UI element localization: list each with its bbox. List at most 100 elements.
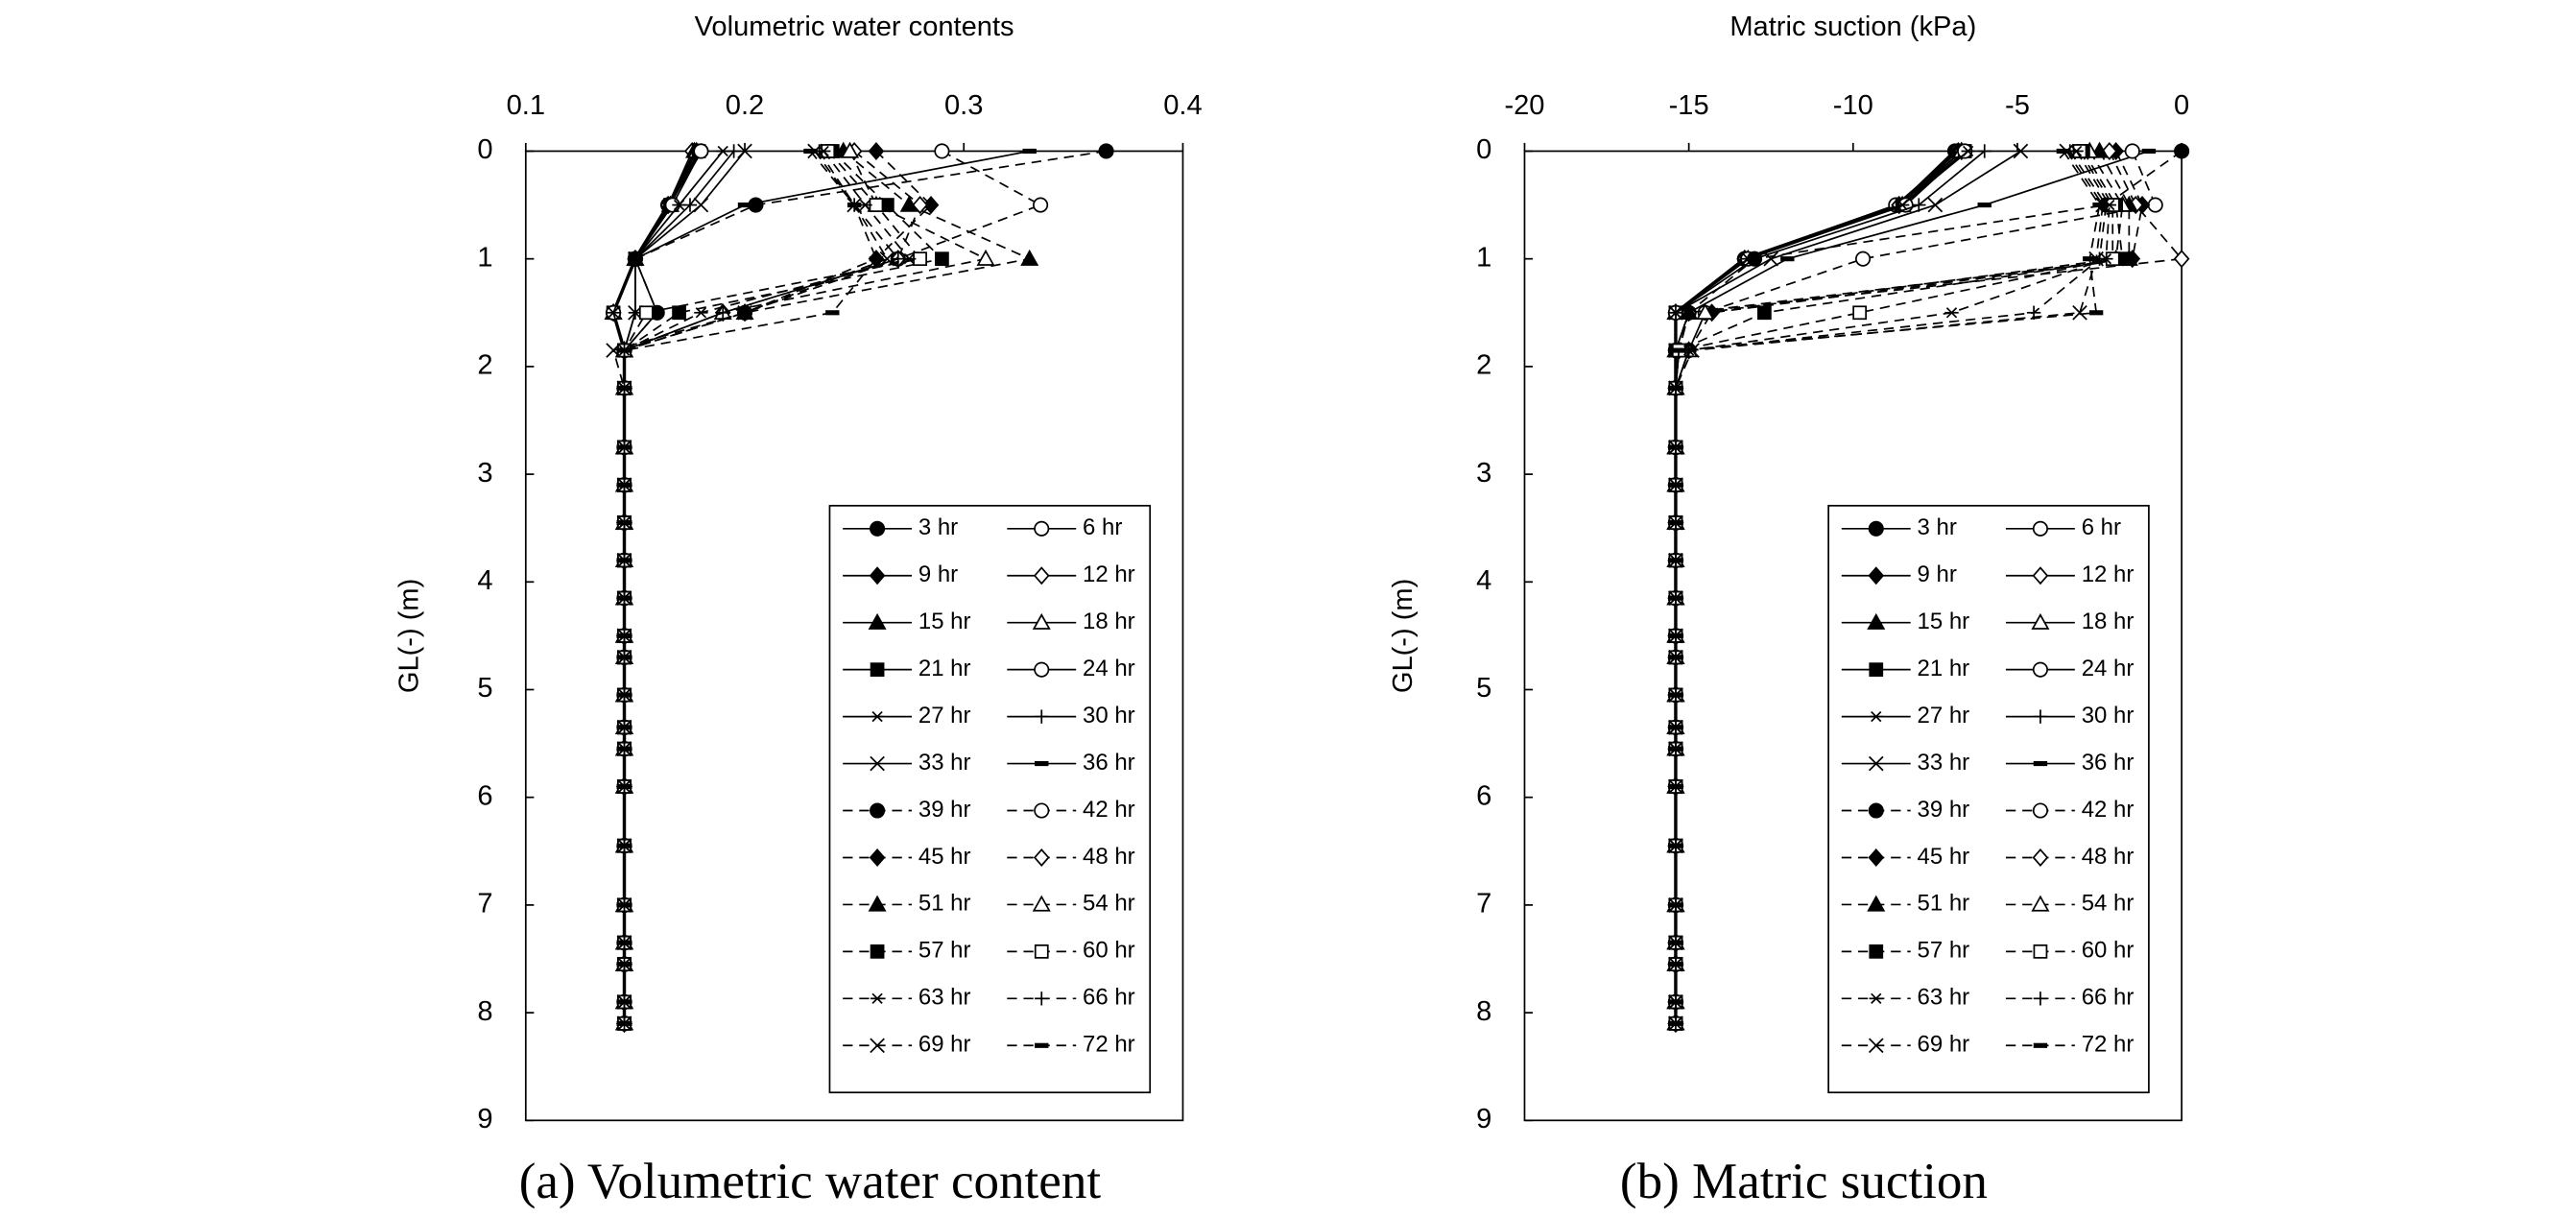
legend: 3 hr 6 hr 9 hr 12 hr 15 hr 18 hr 21 hr 24 hr 27 … (1827, 504, 2150, 1094)
marker (617, 347, 632, 353)
legend-label: 45 hr (918, 844, 971, 870)
marker-shape (1668, 1020, 1683, 1026)
marker (1668, 520, 1683, 526)
legend-label: 18 hr (1083, 609, 1135, 634)
marker (1032, 612, 1051, 630)
marker-shape (1668, 385, 1683, 391)
marker (1668, 692, 1683, 698)
marker (693, 143, 709, 159)
marker-shape (617, 940, 632, 945)
marker-shape (1696, 302, 1715, 320)
marker-shape (2031, 895, 2050, 912)
marker (606, 343, 621, 358)
legend-label: 18 hr (2082, 609, 2135, 634)
marker (870, 944, 885, 959)
marker-shape (1034, 661, 1050, 678)
legend-label: 60 hr (1083, 938, 1135, 964)
y-tick-label: 5 (1476, 673, 1491, 704)
marker-shape (2032, 661, 2048, 678)
marker (2032, 520, 2048, 537)
marker (1868, 1038, 1884, 1054)
marker (617, 746, 632, 752)
marker-shape (1680, 302, 1699, 320)
legend-label: 15 hr (1918, 609, 1970, 634)
marker-shape (870, 1038, 885, 1054)
marker-shape (1035, 1042, 1049, 1048)
marker-shape (1035, 760, 1049, 767)
marker (617, 783, 632, 790)
marker (1852, 305, 1868, 321)
marker-shape (2032, 520, 2048, 537)
marker-shape (2083, 256, 2097, 262)
marker (2141, 148, 2157, 155)
marker-shape (1855, 251, 1872, 267)
marker (1668, 482, 1683, 488)
marker (1020, 249, 1039, 266)
marker-shape (617, 725, 632, 730)
y-tick-label: 5 (477, 673, 492, 704)
marker-shape (617, 692, 632, 698)
marker (617, 482, 632, 488)
marker (617, 558, 632, 563)
marker-shape (2174, 143, 2190, 159)
y-axis-label: GL(-) (m) (394, 579, 425, 694)
marker (1680, 302, 1699, 320)
marker (2033, 709, 2048, 724)
marker-shape (1033, 197, 1049, 213)
marker-shape (870, 944, 885, 959)
legend-label: 15 hr (918, 609, 971, 634)
chart: Volumetric water contents (a) Volumetric … (394, 12, 1203, 1209)
marker (1032, 895, 1051, 912)
marker-shape (2124, 143, 2140, 159)
marker (1668, 304, 1683, 321)
marker-shape (693, 143, 709, 159)
marker (869, 566, 886, 585)
x-tick-label: 0.3 (944, 90, 983, 121)
marker-shape (627, 251, 643, 267)
y-axis-label: GL(-) (m) (1388, 579, 1419, 694)
marker-shape (868, 895, 887, 912)
marker (1927, 197, 1944, 213)
legend-label: 12 hr (2082, 561, 2135, 587)
marker (1035, 709, 1049, 724)
marker-shape (1852, 305, 1868, 321)
marker-shape (2032, 802, 2048, 819)
marker (1780, 256, 1795, 262)
marker (1668, 999, 1683, 1005)
marker-shape (617, 1020, 632, 1026)
marker (869, 256, 884, 262)
marker (1696, 302, 1715, 320)
marker-shape (976, 249, 995, 266)
legend-label: 6 hr (2082, 514, 2121, 540)
caption: (a) Volumetric water content (519, 1154, 1102, 1209)
x-tick-label: 0.2 (726, 90, 764, 121)
marker-shape (871, 992, 883, 1004)
marker (1033, 566, 1050, 585)
marker (617, 595, 632, 601)
marker-shape (1977, 203, 1992, 208)
marker (2032, 802, 2048, 819)
marker-shape (1868, 802, 1884, 819)
marker-shape (1668, 633, 1683, 638)
marker-shape (1962, 145, 1974, 157)
marker-shape (1033, 566, 1050, 585)
marker (803, 148, 818, 155)
y-tick-label: 1 (477, 242, 492, 273)
marker-shape (617, 347, 632, 353)
marker (870, 520, 886, 537)
marker-shape (2013, 143, 2029, 159)
marker (727, 144, 741, 158)
legend-label: 39 hr (1918, 797, 1970, 823)
marker (2072, 304, 2087, 321)
marker-shape (871, 710, 883, 723)
marker-shape (617, 999, 632, 1005)
legend-box (828, 504, 1152, 1094)
marker (1867, 895, 1886, 912)
marker-shape (617, 558, 632, 563)
marker-shape (695, 307, 707, 319)
legend-label: 72 hr (2082, 1032, 2135, 1058)
marker (870, 1038, 885, 1054)
marker (1668, 385, 1683, 391)
legend-label: 69 hr (918, 1032, 971, 1058)
